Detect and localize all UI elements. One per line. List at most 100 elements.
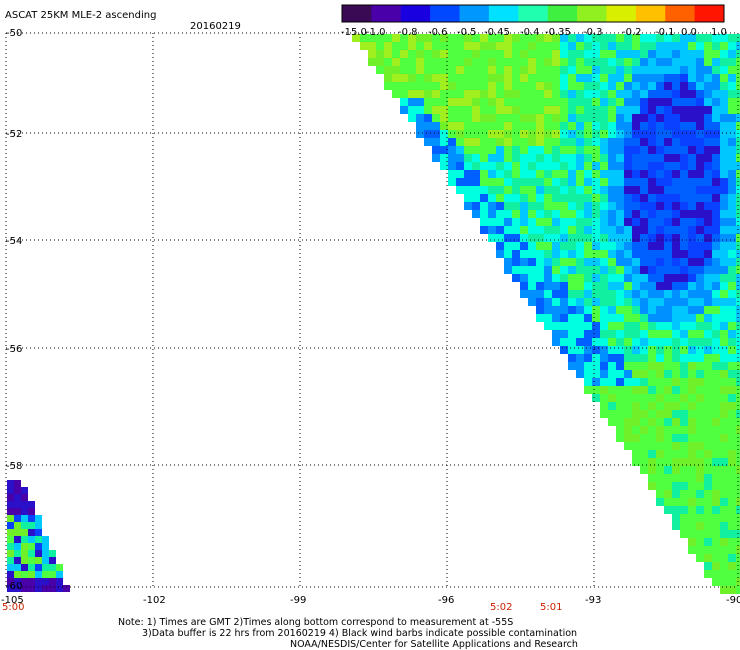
colorbar-swatch (577, 5, 607, 22)
data-cell (584, 298, 592, 306)
data-cell (544, 170, 552, 178)
data-cell (720, 338, 728, 346)
data-cell (648, 242, 656, 250)
data-cell (496, 122, 504, 130)
data-cell (664, 250, 672, 258)
data-cell (656, 434, 664, 442)
data-cell (728, 226, 736, 234)
data-cell (656, 458, 664, 466)
data-cell (584, 178, 592, 186)
data-cell (560, 186, 568, 194)
data-cell (608, 386, 616, 394)
colorbar-swatch (488, 5, 519, 22)
data-cell (616, 282, 624, 290)
data-cell (584, 42, 592, 50)
data-cell (552, 106, 560, 114)
data-cell (576, 66, 584, 74)
data-swath (352, 34, 740, 594)
data-cell (664, 234, 672, 242)
data-cell (640, 186, 648, 194)
data-cell (432, 82, 440, 90)
data-cell (472, 210, 480, 218)
data-cell (520, 242, 528, 250)
data-cell (728, 194, 736, 202)
data-cell (704, 218, 712, 226)
data-cell (632, 378, 640, 386)
data-cell (720, 578, 728, 586)
colorbar-labels: -15.0 -1.0 -0.8 -0.6 -0.5 -0.45 -0.4 -0.… (341, 27, 727, 38)
data-cell (640, 42, 648, 50)
data-cell (704, 90, 712, 98)
data-cell (696, 170, 704, 178)
data-cell (640, 386, 648, 394)
data-cell (648, 146, 656, 154)
data-cell (472, 122, 480, 130)
data-cell (712, 138, 720, 146)
data-cell (472, 74, 480, 82)
data-cell (552, 234, 560, 242)
data-cell (720, 530, 728, 538)
data-cell (688, 482, 696, 490)
data-cell (680, 162, 688, 170)
data-cell (728, 314, 736, 322)
data-cell (672, 410, 680, 418)
data-cell (704, 154, 712, 162)
data-cell (560, 274, 568, 282)
data-cell (728, 498, 736, 506)
data-cell (616, 66, 624, 74)
data-cell (688, 346, 696, 354)
data-cell (688, 306, 696, 314)
data-cell (448, 138, 456, 146)
data-cell (640, 234, 648, 242)
data-cell (640, 114, 648, 122)
data-cell (712, 58, 720, 66)
lat-label: -52 (6, 129, 22, 140)
data-cell (640, 258, 648, 266)
data-cell (584, 162, 592, 170)
data-cell (720, 418, 728, 426)
data-cell (584, 258, 592, 266)
data-cell (672, 226, 680, 234)
data-cell (688, 98, 696, 106)
data-cell (720, 466, 728, 474)
data-cell (664, 178, 672, 186)
data-cell (728, 402, 736, 410)
data-cell (720, 490, 728, 498)
data-cell (656, 466, 664, 474)
data-cell (624, 178, 632, 186)
data-cell (720, 514, 728, 522)
data-cell (42, 585, 49, 592)
data-cell (480, 58, 488, 66)
data-cell (672, 42, 680, 50)
data-cell (664, 42, 672, 50)
data-cell (552, 82, 560, 90)
data-cell (688, 362, 696, 370)
data-cell (480, 194, 488, 202)
data-cell (608, 314, 616, 322)
data-cell (712, 434, 720, 442)
data-cell (696, 330, 704, 338)
data-cell (464, 154, 472, 162)
data-cell (592, 322, 600, 330)
data-cell (616, 330, 624, 338)
data-cell (424, 98, 432, 106)
data-cell (584, 314, 592, 322)
data-cell (704, 466, 712, 474)
data-cell (576, 250, 584, 258)
data-cell (608, 378, 616, 386)
data-cell (576, 354, 584, 362)
colorbar-swatch (606, 5, 637, 22)
data-cell (28, 557, 35, 564)
data-cell (552, 258, 560, 266)
data-cell (21, 564, 28, 571)
data-cell (424, 34, 432, 42)
data-cell (592, 330, 600, 338)
data-cell (600, 138, 608, 146)
data-cell (560, 50, 568, 58)
data-cell (656, 330, 664, 338)
data-cell (648, 298, 656, 306)
data-cell (656, 194, 664, 202)
data-cell (624, 50, 632, 58)
data-cell (528, 98, 536, 106)
data-cell (640, 394, 648, 402)
